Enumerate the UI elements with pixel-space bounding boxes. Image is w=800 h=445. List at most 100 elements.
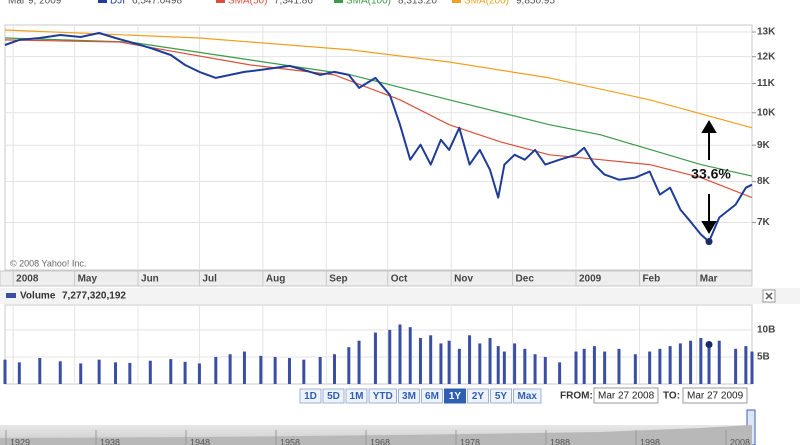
volume-value: 7,277,320,192 (62, 291, 126, 302)
legend-name: SMA(200) (464, 0, 509, 7)
volume-bar (17, 362, 21, 384)
navigator-label: 2008 (730, 437, 750, 445)
navigator-area (0, 425, 752, 445)
navigator-label: 1978 (460, 437, 480, 445)
range-button[interactable] (398, 388, 420, 404)
series-line (4, 37, 753, 177)
volume-y-tick-label: 5B (757, 352, 770, 363)
navigator-label: 1988 (550, 437, 570, 445)
volume-y-tick-label: 10B (757, 325, 775, 336)
volume-bar (273, 356, 277, 384)
volume-bar (447, 340, 451, 384)
range-button[interactable] (322, 388, 345, 404)
volume-bar (318, 356, 322, 384)
navigator-label: 1968 (370, 437, 390, 445)
volume-bar (128, 362, 132, 384)
volume-bar (373, 332, 377, 384)
volume-bar (197, 363, 201, 384)
range-button[interactable] (490, 388, 512, 404)
x-tick-label: Nov (454, 274, 473, 285)
volume-bar (574, 351, 578, 384)
volume-bar (58, 361, 62, 384)
y-tick-label: 8K (757, 176, 771, 187)
legend-swatch (216, 0, 225, 3)
volume-bar (648, 351, 652, 384)
from-input[interactable] (593, 387, 659, 404)
range-button[interactable] (299, 388, 322, 404)
range-button-label: 1Y (449, 391, 462, 402)
range-button-label: 2Y (472, 391, 485, 402)
range-button[interactable] (467, 388, 489, 404)
range-button-label: 3M (402, 391, 416, 402)
volume-bar (707, 343, 711, 384)
legend-value: 7,341.86 (274, 0, 313, 7)
volume-bar (603, 351, 607, 384)
range-button[interactable] (513, 388, 542, 404)
volume-swatch (6, 293, 16, 298)
volume-bar (543, 356, 547, 384)
volume-bar (717, 340, 721, 384)
legend-swatch (334, 0, 343, 3)
main-plot-area (4, 24, 753, 271)
range-button[interactable] (421, 388, 443, 404)
volume-title: Volume (20, 291, 56, 302)
volume-bar (496, 346, 500, 384)
legend-swatch (452, 0, 461, 3)
volume-bar (259, 355, 263, 384)
volume-bar (242, 351, 246, 384)
volume-bar (408, 327, 412, 384)
y-tick-label: 13K (757, 27, 776, 38)
to-input[interactable] (682, 387, 748, 404)
range-button-label: 6M (425, 391, 439, 402)
y-tick-label: 10K (757, 107, 776, 118)
range-button-label: 5Y (495, 391, 508, 402)
range-button[interactable] (368, 388, 397, 404)
legend-name: SMA(100) (346, 0, 391, 7)
x-tick-label: 2008 (16, 274, 39, 285)
to-label: TO: (663, 391, 680, 402)
x-tick-label: Dec (516, 274, 535, 285)
y-tick-label: 12K (757, 51, 776, 62)
x-tick-label: Oct (391, 274, 408, 285)
volume-bar (523, 348, 527, 384)
series-line (4, 29, 753, 129)
volume-bar (699, 338, 703, 384)
arrow-up (701, 120, 717, 160)
volume-bar (457, 348, 461, 384)
volume-bar (678, 343, 682, 384)
legend-value: 6,547.0498 (132, 0, 182, 7)
range-button-label: 1M (350, 391, 364, 402)
copyright: © 2008 Yahoo! Inc. (10, 258, 86, 268)
volume-bar (169, 359, 173, 384)
annotation: 33.6% (691, 166, 731, 182)
volume-bar (214, 356, 218, 384)
volume-bar (429, 335, 433, 384)
legend-swatch (98, 0, 107, 3)
range-button[interactable] (345, 388, 368, 404)
volume-bar (744, 346, 748, 384)
x-tick-label: Jul (202, 274, 217, 285)
volume-bar (302, 359, 306, 384)
legend-name: SMA(50) (228, 0, 267, 7)
series-line (4, 32, 753, 243)
volume-bar (79, 363, 83, 384)
volume-bar (357, 340, 361, 384)
volume-bar (582, 348, 586, 384)
legend-value: 8,313.20 (398, 0, 437, 7)
navigator-label: 1948 (190, 437, 210, 445)
x-tick-label: 2009 (579, 274, 602, 285)
volume-bar (734, 348, 738, 384)
volume-bar (633, 354, 637, 384)
volume-bar (488, 338, 492, 384)
range-button[interactable] (444, 388, 466, 404)
volume-bar (183, 361, 187, 384)
range-button-label: YTD (373, 391, 393, 402)
low-marker (705, 238, 713, 246)
volume-bar (617, 348, 621, 384)
volume-bar (468, 335, 472, 384)
range-button-label: 1D (304, 391, 317, 402)
volume-bar (513, 343, 517, 384)
arrow-down (701, 194, 717, 234)
volume-bar (668, 346, 672, 384)
